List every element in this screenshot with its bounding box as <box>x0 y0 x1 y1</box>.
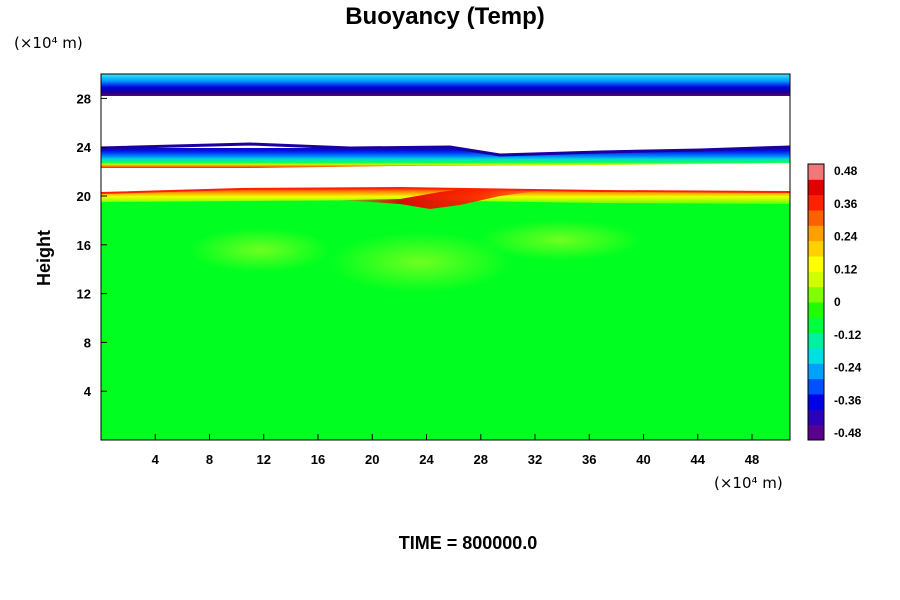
y-tick-label: 28 <box>77 91 91 106</box>
x-tick-label: 40 <box>636 452 650 467</box>
x-tick-label: 16 <box>311 452 325 467</box>
x-axis-unit: (×10⁴ m) <box>714 474 783 492</box>
colorbar-tick-label: 0.36 <box>834 197 858 211</box>
colorbar-swatch <box>808 317 824 334</box>
colorbar-tick-label: 0 <box>834 295 841 309</box>
colorbar-swatch <box>808 409 824 426</box>
colorbar-tick-label: 0.48 <box>834 164 858 178</box>
x-tick-label: 48 <box>745 452 759 467</box>
colorbar-swatch <box>808 164 824 180</box>
colorbar-tick-label: 0.12 <box>834 262 858 276</box>
y-tick-label: 8 <box>84 335 91 350</box>
field-warm-patch <box>190 228 330 272</box>
colorbar-swatch <box>808 286 824 303</box>
colorbar-swatch <box>808 225 824 242</box>
field-upper-band <box>101 145 790 168</box>
colorbar-swatch <box>808 240 824 257</box>
chart-title: Buoyancy (Temp) <box>345 3 545 30</box>
x-tick-label: 28 <box>474 452 488 467</box>
colorbar-swatch <box>808 302 824 318</box>
colorbar-tick-label: 0.24 <box>834 230 858 244</box>
colorbar-swatch <box>808 394 824 410</box>
x-axis: 4 8 12 16 20 24 28 32 36 40 44 48 <box>152 434 759 467</box>
field-warm-patch <box>480 220 640 260</box>
colorbar-swatch <box>808 363 824 380</box>
time-label: TIME = 800000.0 <box>399 533 538 553</box>
x-tick-label: 36 <box>582 452 596 467</box>
plot-area <box>100 73 791 441</box>
colorbar-tick-label: -0.48 <box>834 426 862 440</box>
y-axis-label: Height <box>34 230 54 286</box>
y-tick-label: 20 <box>77 189 91 204</box>
y-tick-label: 16 <box>77 238 91 253</box>
colorbar-tick-label: -0.24 <box>834 361 862 375</box>
colorbar-swatch <box>808 210 824 226</box>
y-tick-label: 24 <box>77 140 92 155</box>
plot-frame <box>100 73 791 441</box>
field-interior <box>101 193 790 440</box>
colorbar: 0.48 0.36 0.24 0.12 0 -0.12 -0.24 -0.36 -0.48 <box>807 163 862 441</box>
colorbar-swatch <box>808 271 824 288</box>
colorbar-tick-label: -0.12 <box>834 328 862 342</box>
x-tick-label: 44 <box>691 452 706 467</box>
x-tick-label: 32 <box>528 452 542 467</box>
field-contour-line <box>100 186 791 194</box>
field-blank-gap <box>101 96 790 148</box>
colorbar-swatch <box>808 256 824 272</box>
y-axis: 4 8 12 16 20 24 28 <box>77 91 107 399</box>
colorbar-swatch <box>808 424 824 441</box>
y-tick-label: 12 <box>77 287 91 302</box>
x-tick-label: 8 <box>206 452 213 467</box>
colorbar-swatch <box>808 194 824 211</box>
colorbar-swatch <box>808 378 824 395</box>
x-tick-label: 4 <box>152 452 160 467</box>
field-upper-band-top <box>100 142 791 157</box>
field-top-band <box>101 74 790 96</box>
colorbar-swatch <box>808 348 824 364</box>
field-warm-patch <box>330 232 510 292</box>
colorbar-swatch <box>808 332 824 349</box>
x-tick-label: 20 <box>365 452 379 467</box>
x-tick-label: 12 <box>257 452 271 467</box>
x-tick-label: 24 <box>419 452 434 467</box>
y-axis-unit: (×10⁴ m) <box>14 34 83 52</box>
y-tick-label: 4 <box>84 384 92 399</box>
colorbar-swatch <box>808 179 824 196</box>
field-blank-gap <box>101 163 790 193</box>
colorbar-frame <box>807 163 825 441</box>
colorbar-tick-label: -0.36 <box>834 393 862 407</box>
